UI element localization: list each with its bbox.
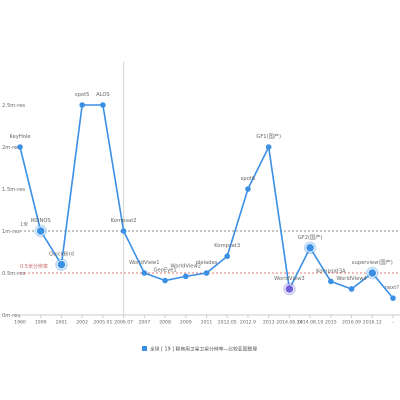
data-label: WorldView1 xyxy=(129,260,159,266)
x-tick-label: 1999 xyxy=(35,320,47,326)
data-point xyxy=(56,259,67,270)
data-point xyxy=(141,270,148,276)
legend-label: 全球 [ 19 ] 颗商用卫星卫星分辨率—比较亚图整理 xyxy=(150,346,257,353)
data-label: IKONOS xyxy=(31,218,51,224)
data-label: WorldView4 xyxy=(336,276,367,282)
y-tick-label: 0m-res xyxy=(2,313,20,319)
x-tick-label: 2016.09 xyxy=(342,320,361,326)
legend-swatch xyxy=(142,346,147,351)
data-label: spot5 xyxy=(75,92,90,98)
data-label: Kompsat3A xyxy=(316,268,346,274)
y-tick-label: 1m-res xyxy=(2,229,20,235)
data-point xyxy=(162,277,168,284)
data-point xyxy=(245,186,251,192)
data-label: Kompsat2 xyxy=(111,218,137,224)
data-point xyxy=(390,295,396,302)
data-label: QuickBird xyxy=(49,252,74,258)
x-tick-label: 2008 xyxy=(159,320,171,326)
data-label: WorldView2 xyxy=(171,263,201,269)
data-label: GF2(国产) xyxy=(298,233,323,241)
data-label: spot6 xyxy=(241,176,256,182)
data-label: KeyHole xyxy=(9,134,30,140)
data-point xyxy=(224,253,231,259)
y-tick-label: 1.5m-res xyxy=(2,187,25,193)
data-label: Kompsat3 xyxy=(214,243,240,249)
data-point xyxy=(328,278,334,285)
x-tick-label: 2011 xyxy=(201,320,213,326)
x-tick-label: 2012.05 xyxy=(218,320,237,326)
data-point xyxy=(348,286,355,292)
reference-line-label: 1米 xyxy=(20,221,28,228)
x-tick-label: 2014.08.19 xyxy=(297,320,323,326)
data-point xyxy=(305,243,315,253)
y-axis: 0m-res 0.5m-res 1m-res 1.5m-res 2m-res 2.5m-r… xyxy=(2,103,25,319)
data-label: GeoEye1 xyxy=(153,268,176,274)
x-tick-label: 1960 xyxy=(14,320,26,326)
data-point xyxy=(120,228,127,234)
x-tick-label: 2007 xyxy=(138,320,150,326)
legend: 全球 [ 19 ] 颗商用卫星卫星分辨率—比较亚图整理 xyxy=(142,346,257,353)
data-point xyxy=(17,144,23,150)
y-tick-label: 2m-res xyxy=(2,145,20,151)
x-tick-label: 2005.01 xyxy=(93,320,112,326)
reference-line-label: 0.5米分辨率 xyxy=(20,263,48,270)
data-point xyxy=(182,273,189,280)
series-line-group: KeyHole IKONOS QuickBird spot5 ALOS Kompsat2 W… xyxy=(9,92,399,302)
data-point xyxy=(100,102,106,108)
data-label: superview(国产) xyxy=(352,258,393,266)
x-tick-label: 2012.9 xyxy=(240,320,256,326)
x-tick-label: 2009 xyxy=(180,320,192,326)
data-label: ALOS xyxy=(96,92,110,98)
reference-lines: 1米 0.5米分辨率 xyxy=(20,221,400,274)
y-tick-label: 2.5m-res xyxy=(2,103,25,109)
data-label: next? xyxy=(385,285,399,291)
x-tick-label: 2016.12 xyxy=(363,320,382,326)
data-point xyxy=(284,284,294,294)
data-point xyxy=(79,102,85,108)
x-tick-label: 2014.08.14 xyxy=(276,320,302,326)
x-tick-label: - xyxy=(392,321,394,326)
x-tick-label: 2013 xyxy=(263,320,275,326)
x-tick-label: 2002 xyxy=(76,320,88,326)
data-label: WorldView3 xyxy=(274,276,304,282)
data-point xyxy=(36,226,46,236)
x-tick-label: 2006.07 xyxy=(114,320,133,326)
x-axis: 1960 1999 2001 2002 2005.01 2006.07 2007 2008 20… xyxy=(14,314,400,326)
data-label: GF1(国产) xyxy=(256,132,281,140)
data-point xyxy=(265,144,272,150)
data-label: pleiades xyxy=(196,260,218,266)
y-tick-label: 0.5m-res xyxy=(2,271,25,277)
data-point xyxy=(367,268,377,278)
x-tick-label: 2015 xyxy=(325,320,337,326)
data-point xyxy=(203,270,210,276)
x-tick-label: 2001 xyxy=(56,320,68,326)
